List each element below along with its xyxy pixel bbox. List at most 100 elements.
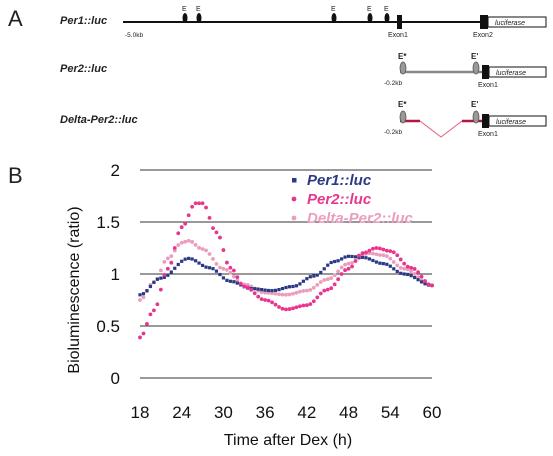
data-point: [381, 247, 386, 252]
x-tick-label: 30: [214, 403, 233, 422]
data-point: [377, 246, 382, 251]
e-box-label: E': [471, 52, 478, 61]
data-point: [402, 272, 406, 276]
data-point: [169, 270, 173, 274]
data-point: [263, 298, 268, 302]
data-point: [204, 248, 208, 253]
data-point: [187, 256, 191, 260]
per1-exon1: [397, 15, 402, 29]
data-point: [405, 264, 410, 269]
data-point: [301, 279, 305, 283]
data-point: [374, 260, 378, 264]
data-point: [367, 257, 372, 261]
data-point: [155, 302, 160, 307]
data-point: [259, 290, 264, 295]
data-point: [409, 274, 413, 278]
data-point: [430, 283, 434, 288]
e-box-label: E: [196, 6, 201, 13]
data-point: [353, 259, 358, 263]
y-tick-label: 0: [111, 369, 120, 388]
data-point: [176, 262, 180, 267]
data-point: [179, 240, 184, 245]
data-point: [180, 259, 184, 263]
series-delta-per2-luc: [138, 238, 434, 302]
construct-delta-per2-name: Delta-Per2::luc: [60, 114, 138, 126]
data-point: [374, 252, 379, 257]
data-point: [287, 307, 292, 311]
e-box-label: E: [367, 6, 372, 13]
data-point: [298, 304, 302, 309]
data-point: [145, 322, 149, 326]
per2-exon1: [482, 65, 489, 79]
data-point: [176, 231, 181, 236]
data-point: [221, 276, 226, 280]
data-point: [301, 303, 306, 308]
data-point: [426, 282, 431, 287]
data-point: [197, 261, 201, 265]
data-point: [412, 267, 417, 271]
data-point: [207, 215, 212, 220]
data-point: [138, 293, 142, 297]
data-point: [371, 258, 375, 263]
data-point: [197, 201, 201, 206]
data-point: [311, 299, 316, 304]
per1-luciferase-label: luciferase: [495, 20, 525, 27]
construct-delta-per2: Delta-Per2::luc E* E' -0.2kb Exon1 lucif…: [60, 100, 547, 138]
y-axis-title: Bioluminescence (ratio): [66, 206, 83, 373]
data-point: [235, 278, 240, 283]
x-tick-label: 18: [131, 403, 150, 422]
y-tick-label: 1.5: [96, 213, 120, 232]
data-point: [190, 257, 194, 261]
data-point: [388, 264, 392, 268]
data-point: [329, 286, 334, 291]
y-tick-label: 2: [111, 161, 120, 180]
e-box-marker: [384, 13, 390, 23]
data-point: [214, 230, 219, 235]
data-point: [158, 287, 163, 292]
data-point: [308, 287, 313, 292]
per1-exon2: [480, 15, 488, 29]
data-point: [273, 291, 278, 296]
chart-grid: [140, 169, 432, 379]
data-point: [318, 291, 323, 296]
data-point: [186, 238, 191, 243]
data-point: [273, 302, 278, 307]
data-point: [263, 290, 268, 295]
data-point: [423, 282, 427, 286]
data-point: [183, 239, 188, 244]
data-point: [214, 261, 219, 266]
data-point: [336, 269, 341, 274]
data-point: [256, 287, 260, 291]
per2-luciferase-label: luciferase: [496, 70, 526, 77]
per2-exon1-label: Exon1: [478, 82, 498, 89]
data-point: [416, 275, 420, 280]
data-point: [405, 267, 410, 272]
data-point: [141, 295, 146, 300]
data-point: [395, 269, 399, 273]
e-box-label: E: [331, 6, 336, 13]
per1-e-boxes: E E E E E: [182, 6, 390, 23]
per1-exon2-label: Exon2: [473, 32, 493, 39]
series-per1-luc: [138, 254, 434, 297]
data-point: [332, 282, 337, 287]
data-point: [194, 259, 198, 263]
data-point: [329, 276, 334, 281]
panel-b-label: B: [8, 163, 23, 188]
data-point: [339, 265, 344, 270]
data-point: [298, 289, 302, 294]
data-point: [346, 266, 351, 271]
data-point: [353, 255, 358, 259]
data-point: [291, 291, 295, 296]
construct-per2-name: Per2::luc: [60, 63, 107, 75]
data-point: [162, 260, 167, 264]
data-point: [325, 287, 330, 292]
data-point: [308, 302, 313, 307]
data-point: [218, 235, 222, 240]
e-box-label: E: [182, 6, 187, 13]
data-point: [284, 307, 288, 312]
data-point: [287, 292, 292, 297]
e-box-marker: [399, 110, 407, 124]
e-box-label: E*: [398, 100, 407, 109]
x-tick-label: 36: [256, 403, 275, 422]
data-point: [183, 221, 188, 226]
